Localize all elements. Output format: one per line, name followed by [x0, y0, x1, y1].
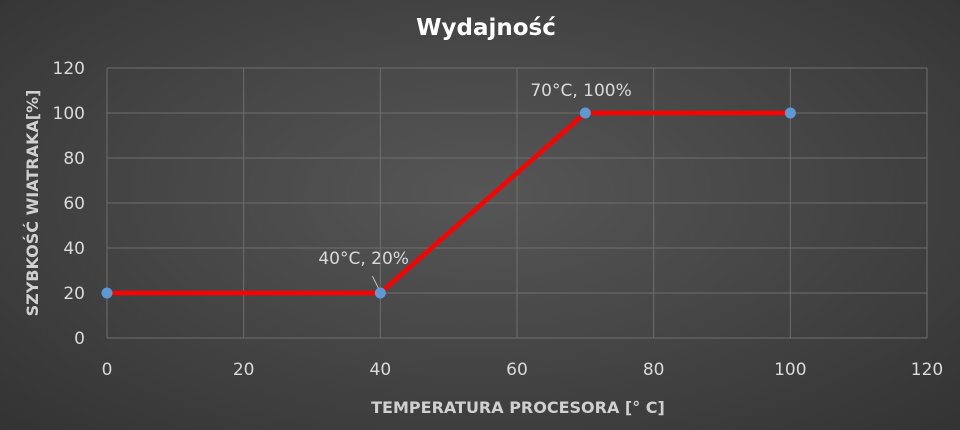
y-axis-ticks: 0 20 40 60 80 100 120 — [53, 59, 85, 349]
x-tick-label: 20 — [233, 360, 255, 380]
y-tick-label: 20 — [63, 284, 85, 304]
x-tick-label: 100 — [774, 360, 806, 380]
data-label: 40°C, 20% — [318, 249, 409, 269]
data-labels: 40°C, 20% 70°C, 100% — [318, 81, 632, 289]
data-point-marker — [101, 287, 113, 299]
data-label: 70°C, 100% — [530, 81, 631, 101]
x-tick-label: 40 — [370, 360, 392, 380]
data-label-leader — [371, 275, 379, 289]
data-point-marker — [579, 107, 591, 119]
x-tick-label: 60 — [506, 360, 528, 380]
chart-title: Wydajność — [416, 15, 556, 41]
data-point-marker — [784, 107, 796, 119]
x-tick-label: 80 — [643, 360, 665, 380]
data-point-marker — [374, 287, 386, 299]
y-tick-label: 60 — [63, 194, 85, 214]
y-tick-label: 80 — [63, 149, 85, 169]
x-axis-title: TEMPERATURA PROCESORA [° C] — [371, 398, 665, 417]
y-tick-label: 120 — [53, 59, 85, 79]
series-line — [104, 110, 793, 296]
x-tick-label: 0 — [102, 360, 113, 380]
y-tick-label: 40 — [63, 239, 85, 259]
gridlines — [106, 67, 928, 339]
x-axis-ticks: 0 20 40 60 80 100 120 — [102, 360, 944, 380]
x-tick-label: 120 — [911, 360, 943, 380]
y-tick-label: 0 — [74, 329, 85, 349]
y-tick-label: 100 — [53, 104, 85, 124]
series-layer — [101, 107, 796, 299]
y-axis-title: SZYBKOŚĆ WIATRAKA[%] — [23, 90, 42, 317]
